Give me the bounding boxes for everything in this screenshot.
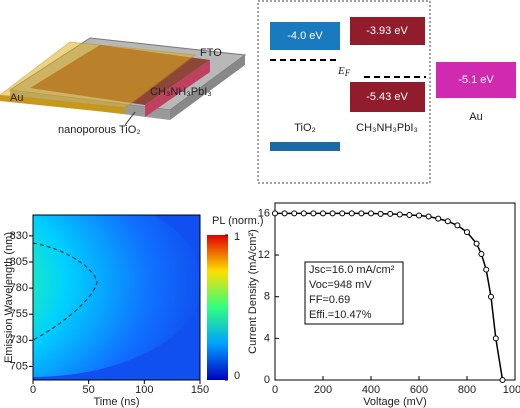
diagram-frame [257,0,431,184]
tio2-band [270,142,340,151]
x-tick-label: 400 [362,384,380,396]
data-point [300,210,307,217]
material-label: TiO₂ [294,122,316,134]
data-point [310,210,317,217]
data-point [444,218,451,225]
y-tick-label: 16 [258,207,270,219]
data-point [464,229,470,236]
x-axis-label: Voltage (mV) [363,396,427,408]
annotation: Voc=948 mV [309,279,372,291]
data-point [387,210,394,217]
data-point [272,210,278,217]
y-axis-label: Emission Wavelength (nm) [3,232,15,363]
data-point [320,210,326,217]
y-tick-label: 4 [264,332,270,344]
plot-frame [274,202,516,381]
level-label: -5.1 eV [458,74,494,86]
data-point [454,222,461,229]
y-tick-label: 730 [10,334,28,346]
x-tick-label: 600 [410,384,428,396]
x-tick-label: 0 [30,384,36,396]
data-point [329,210,336,217]
y-tick-label: 755 [10,308,28,320]
x-tick-label: 200 [314,384,332,396]
annotation-box [304,261,404,325]
level-label: -4.0 eV [287,30,323,42]
material-label: CH₃NH₃PbI₃ [356,122,418,134]
x-tick-label: 50 [83,384,95,396]
perovskite-band [350,82,425,112]
data-point [291,210,298,217]
annotation: FF=0.69 [309,294,350,306]
data-point [499,377,506,383]
tio2-band [270,22,340,50]
y-tick-label: 12 [258,249,270,261]
x-axis-label: Time (ns) [93,396,139,408]
pl-map [33,215,200,380]
schematic-label: CH₃NH₃PbI₃ [150,86,212,98]
y-tick-label: 805 [10,256,28,268]
data-point [492,335,499,342]
data-point [478,251,485,258]
level-label: -5.43 eV [366,91,408,103]
au-level [436,62,516,98]
schematic-label: Au [10,92,23,104]
y-tick-label: 0 [264,374,270,386]
data-point [406,211,413,218]
fermi-label: EF [337,65,351,79]
data-point [416,212,422,219]
y-tick-label: 705 [10,360,28,372]
schematic-label: FTO [200,47,222,59]
colorbar [207,235,228,380]
data-point [425,213,432,220]
perovskite-band [350,17,425,45]
plot-frame [32,214,201,381]
x-tick-label: 150 [191,384,209,396]
colorbar-label: PL (norm.) [212,215,264,227]
data-point [488,293,494,300]
y-tick-label: 830 [10,230,28,242]
y-axis-label: Current Density (mA/cm²) [247,229,259,354]
schematic-label: nanoporous TiO₂ [58,124,141,136]
level-label: -3.93 eV [366,25,408,37]
annotation: Jsc=16.0 mA/cm² [309,264,395,276]
data-point [358,210,365,217]
data-point [281,210,288,217]
data-point [339,210,346,217]
data-point [377,210,384,217]
fermi-subscript: F [344,68,351,78]
x-tick-label: 800 [458,384,476,396]
x-tick-label: 0 [272,384,278,396]
data-point [473,240,480,247]
fermi-symbol: E [337,65,345,77]
x-tick-label: 100 [135,384,153,396]
y-tick-label: 8 [264,291,270,303]
material-label: Au [469,111,482,123]
data-point [348,210,355,217]
device-schematic [0,37,247,120]
colorbar-tick-label: 1 [234,231,240,243]
data-point [483,266,490,273]
pointer [124,111,136,126]
y-tick-label: 780 [10,282,28,294]
data-point [435,215,442,222]
annotation: Effi.=10.47% [309,309,372,321]
colorbar-tick-label: 0 [234,370,240,382]
data-point [396,211,403,218]
data-point [368,210,374,217]
